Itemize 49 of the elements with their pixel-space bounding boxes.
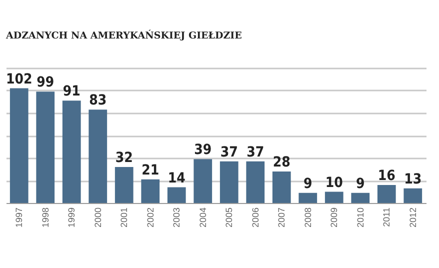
bar (220, 161, 238, 203)
x-tick-label: 2006 (250, 208, 260, 228)
x-tick-label: 1998 (40, 208, 50, 228)
data-label: 9 (303, 176, 312, 192)
bar (324, 192, 344, 203)
bar (62, 100, 81, 203)
bar (194, 159, 212, 203)
data-label: 37 (220, 144, 238, 160)
data-label: 37 (246, 144, 264, 160)
x-tick-label: 2010 (355, 208, 366, 228)
bar (246, 161, 265, 203)
x-tick-label: 1997 (14, 208, 24, 228)
data-label: 83 (89, 92, 107, 109)
bar (141, 179, 160, 203)
bar (272, 172, 291, 203)
bar (36, 92, 55, 203)
data-label: 14 (168, 170, 186, 186)
bar (167, 187, 186, 203)
x-tick-label: 2005 (224, 208, 234, 228)
data-label: 13 (404, 171, 422, 188)
data-label: 9 (356, 176, 365, 192)
x-tick-label: 2000 (92, 208, 103, 228)
data-label: 102 (6, 71, 32, 88)
x-tick-label: 2007 (276, 208, 287, 228)
bar (88, 110, 108, 203)
bar (114, 167, 134, 203)
bar (10, 88, 28, 203)
x-tick-label: 2011 (382, 208, 392, 227)
data-label: 39 (194, 142, 212, 158)
data-label: 99 (36, 74, 54, 91)
data-label: 21 (142, 162, 160, 178)
chart-title: ADZANYCH NA AMERYKAŃSKIEJ GIEŁDZIE (5, 30, 242, 42)
x-tick-label: 2003 (172, 208, 182, 228)
x-tick-label: 2008 (302, 208, 313, 228)
x-tick-label: 1999 (66, 208, 77, 228)
bar (377, 185, 396, 203)
data-label: 16 (378, 168, 396, 184)
bar (298, 192, 318, 203)
bar (404, 188, 422, 203)
data-label: 28 (272, 154, 290, 170)
x-tick-label: 2009 (329, 208, 340, 228)
x-tick-label: 2004 (198, 208, 208, 228)
x-tick-label: 2001 (119, 208, 130, 228)
data-label: 10 (325, 174, 344, 191)
data-label: 91 (62, 84, 80, 100)
data-label: 32 (115, 150, 133, 166)
bar (351, 192, 370, 203)
x-tick-label: 2012 (408, 208, 418, 228)
x-tick-label: 2002 (145, 208, 156, 228)
